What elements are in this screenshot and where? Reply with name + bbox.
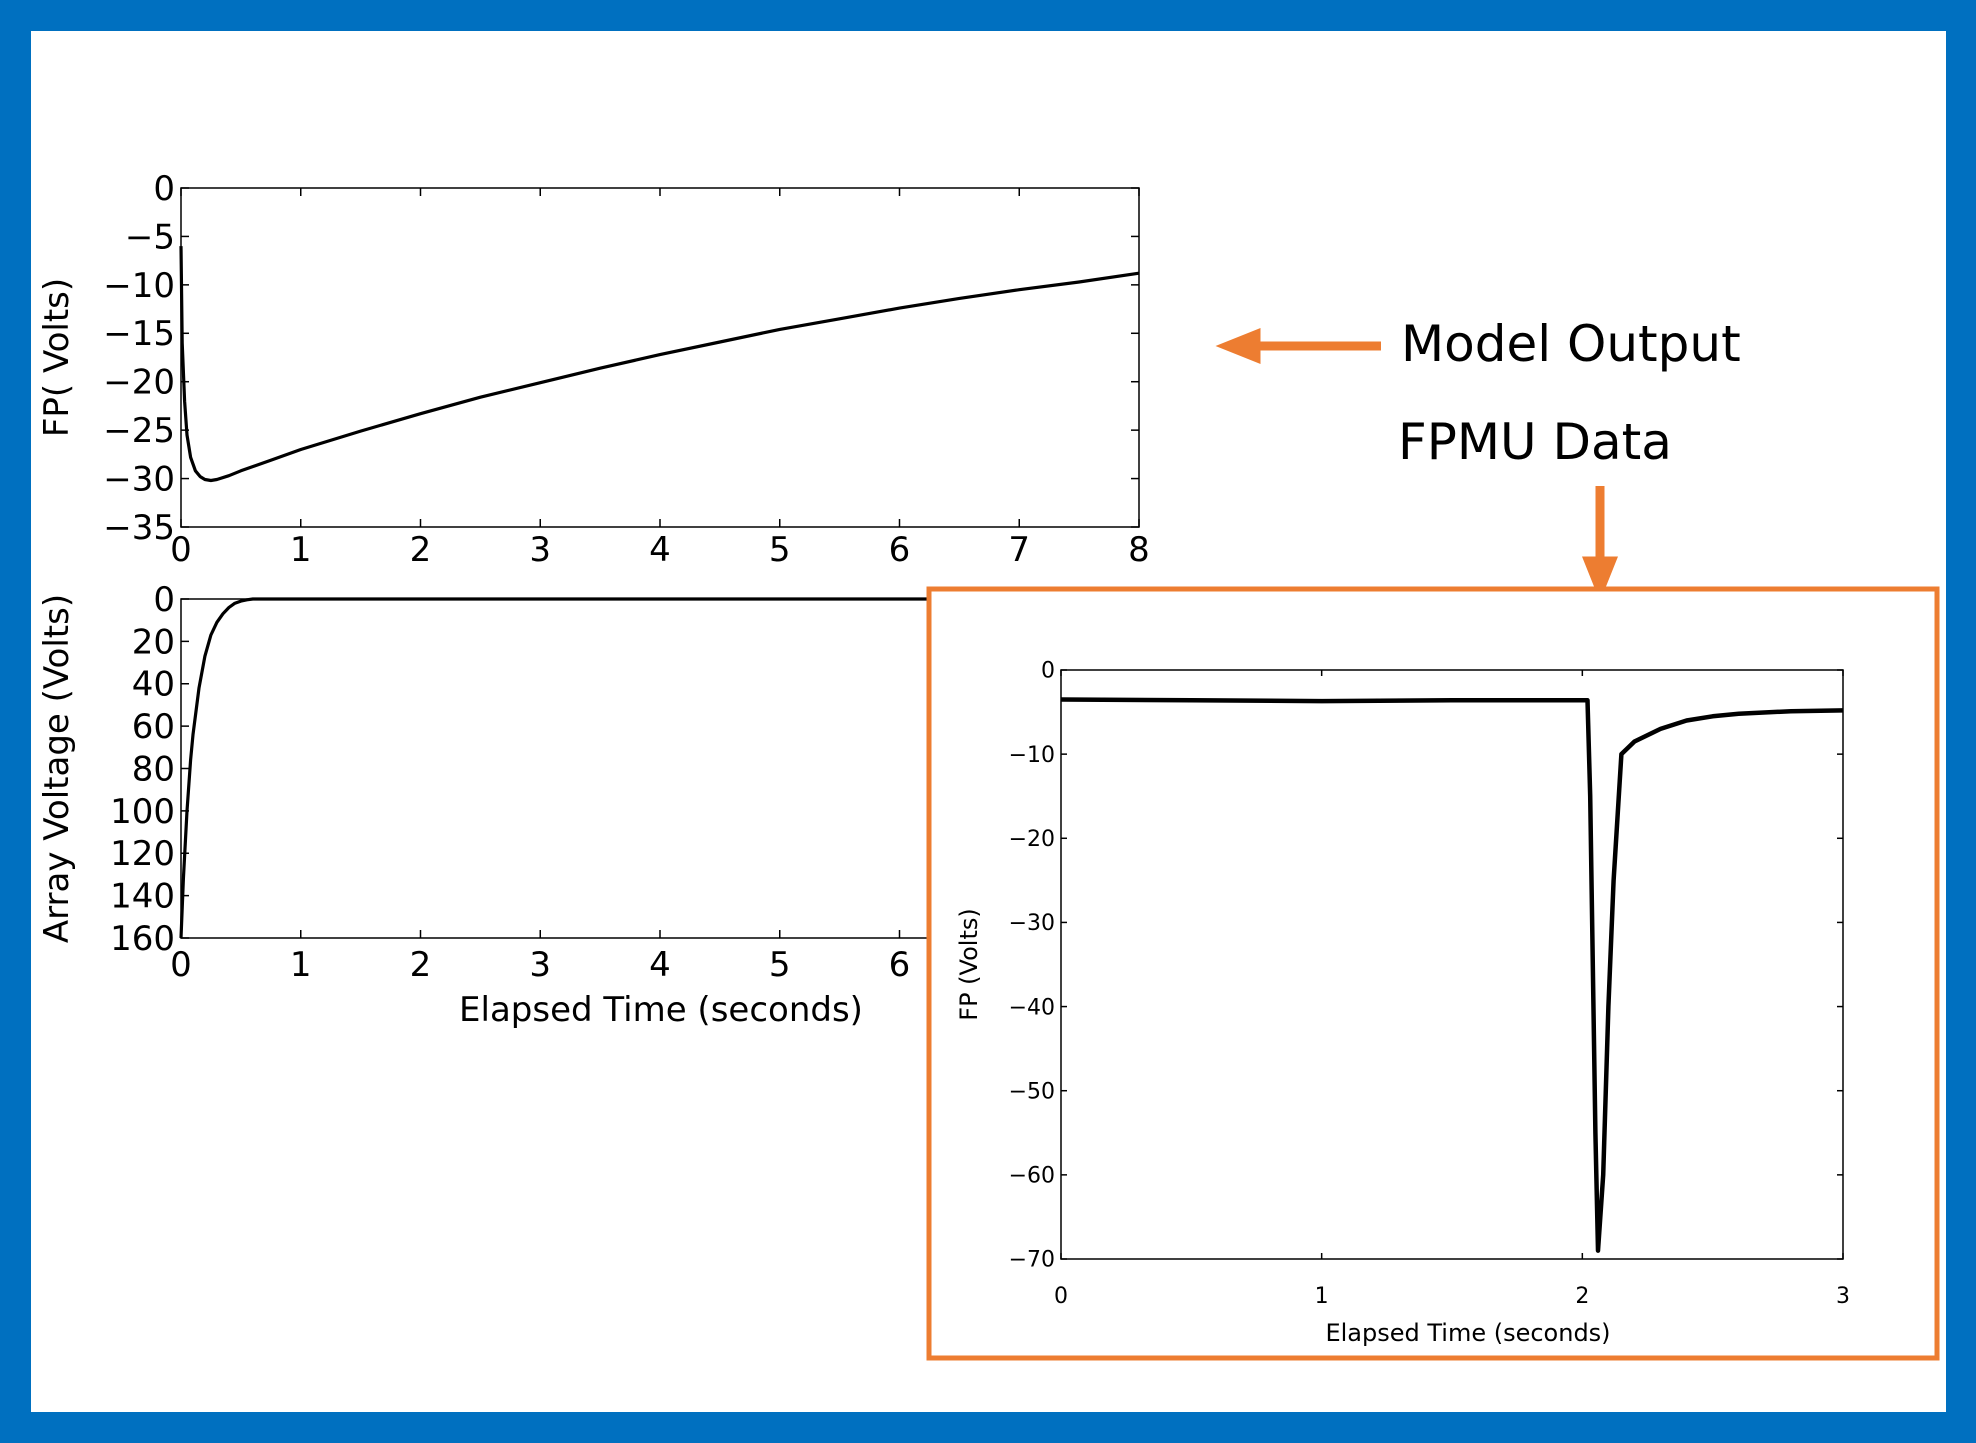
y-axis-label: FP (Volts)	[955, 908, 983, 1020]
x-tick-label: 4	[649, 530, 671, 570]
x-axis-label: Elapsed Time (seconds)	[459, 990, 863, 1030]
y-tick-label: 20	[132, 622, 175, 662]
y-tick-label: 0	[153, 580, 175, 620]
x-tick-label: 5	[769, 530, 791, 570]
y-tick-label: −5	[125, 217, 175, 257]
series-line	[179, 246, 1140, 483]
y-tick-label: 120	[110, 834, 175, 874]
y-tick-label: −10	[1009, 743, 1055, 768]
series-line	[179, 597, 1139, 939]
fpmu-chart: 0 −10 −20 −30 −40 −50 −60 −70 0 1 2 3 FP (Volts) Elap…	[955, 659, 1850, 1347]
x-tick-label: 2	[1575, 1284, 1589, 1309]
y-tick-label: −40	[1009, 995, 1055, 1020]
y-tick-label: 140	[110, 877, 175, 917]
figure-canvas: 0−5−10−15−20−25−30−350 1 2 3 4 5 6 7 8FP( Volts)…	[37, 169, 1940, 1361]
x-tick-label: 7	[1008, 530, 1030, 570]
y-tick-label: −60	[1009, 1164, 1055, 1189]
slide: 0 −5 −10 −15 −20 −25 −30 −35 0 1 2 3 4 5 6 7 8 FP( Volts)…	[31, 31, 1946, 1412]
x-tick-label: 3	[1836, 1284, 1850, 1309]
y-tick-label: 160	[110, 919, 175, 959]
plot-frame	[180, 598, 929, 939]
y-tick-label: −30	[103, 459, 175, 499]
x-tick-label: 0	[170, 945, 192, 985]
y-tick-label: −15	[103, 314, 175, 354]
series-line	[1060, 697, 1844, 1253]
model-output-label: Model Output	[1401, 315, 1741, 373]
y-tick-label: −10	[103, 266, 175, 306]
x-tick-label: 6	[889, 945, 911, 985]
y-tick-label: −20	[1009, 827, 1055, 852]
x-tick-label: 6	[889, 530, 911, 570]
y-tick-label: −35	[103, 508, 175, 548]
x-tick-label: 1	[290, 530, 312, 570]
x-axis-label: Elapsed Time (seconds)	[1325, 1319, 1610, 1347]
x-tick-label: 0	[1054, 1284, 1068, 1309]
y-tick-label: −70	[1009, 1248, 1055, 1273]
y-tick-label: 100	[110, 792, 175, 832]
x-tick-label: 5	[769, 945, 791, 985]
x-tick-label: 2	[410, 945, 432, 985]
y-tick-label: −30	[1009, 911, 1055, 936]
y-tick-label: 0	[153, 169, 175, 209]
y-tick-label: 0	[1041, 659, 1055, 684]
y-axis-label: Array Voltage (Volts)	[37, 594, 77, 943]
y-tick-label: −50	[1009, 1079, 1055, 1104]
x-tick-label: 1	[290, 945, 312, 985]
y-tick-label: 40	[132, 665, 175, 705]
plot-frame	[180, 187, 1140, 528]
y-tick-label: 60	[132, 707, 175, 747]
x-tick-label: 2	[410, 530, 432, 570]
y-tick-label: −20	[103, 363, 175, 403]
x-tick-label: 3	[529, 530, 551, 570]
y-axis-label: FP( Volts)	[37, 278, 77, 437]
fpmu-inset-frame	[926, 586, 1940, 1361]
x-tick-label: 0	[170, 530, 192, 570]
y-tick-label: 80	[132, 749, 175, 789]
fpmu-data-label: FPMU Data	[1398, 413, 1672, 471]
plot-frame	[1060, 669, 1844, 1260]
x-tick-label: 1	[1315, 1284, 1329, 1309]
model-fp-chart: 0−5−10−15−20−25−30−350 1 2 3 4 5 6 7 8FP( Volts)	[37, 169, 1150, 570]
x-tick-label: 8	[1128, 530, 1150, 570]
y-tick-label: −25	[103, 411, 175, 451]
x-tick-label: 3	[529, 945, 551, 985]
x-tick-label: 4	[649, 945, 671, 985]
